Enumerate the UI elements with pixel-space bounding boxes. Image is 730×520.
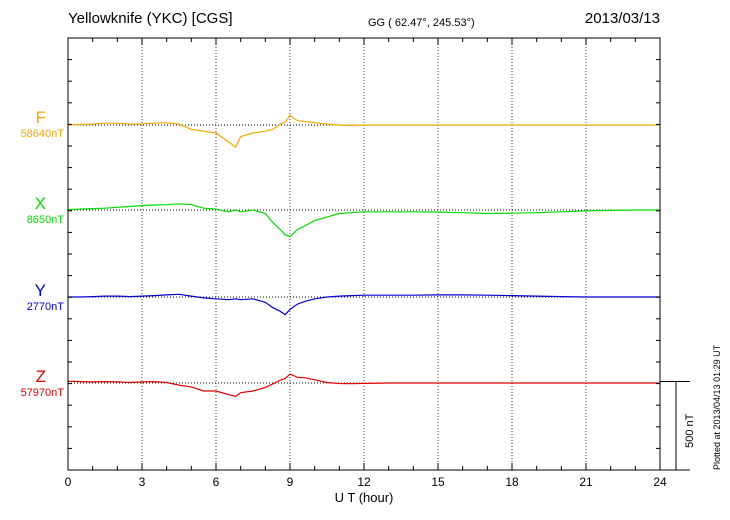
component-y-name: Y: [34, 281, 46, 300]
plotted-timestamp: Plotted at 2013/04/13 01:29 UT: [712, 344, 722, 470]
label-x: X 8650nT: [0, 194, 64, 226]
component-z-name: Z: [35, 367, 46, 386]
series-line-z: [67, 373, 660, 397]
geographic-coordinates: GG ( 62.47°, 245.53°): [368, 17, 475, 29]
series-line-f: [67, 114, 660, 149]
label-y: Y 2770nT: [0, 281, 64, 313]
component-y-baseline: 2770nT: [26, 301, 64, 313]
x-axis-label: U T (hour): [335, 490, 394, 505]
component-x-baseline: 8650nT: [26, 214, 64, 226]
component-f-baseline: 58640nT: [20, 128, 64, 140]
axis-ticks: 0 3 6 9 12 15 18 21 24: [65, 38, 667, 489]
scale-bar-label: 500 nT: [684, 413, 696, 448]
x-tick-label-6: 6: [213, 475, 220, 489]
grid-lines: [141, 38, 587, 470]
series-line-x: [67, 203, 660, 238]
scale-bar: 500 nT: [660, 381, 696, 471]
component-f-name: F: [35, 108, 46, 127]
station-title: Yellowknife (YKC) [CGS]: [68, 10, 233, 27]
date-title: 2013/03/13: [584, 10, 660, 27]
x-tick-label-0: 0: [65, 475, 72, 489]
component-z-baseline: 57970nT: [20, 387, 64, 399]
x-tick-label-18: 18: [505, 475, 519, 489]
x-tick-label-9: 9: [287, 475, 294, 489]
series-lines: [67, 114, 660, 397]
x-tick-label-24: 24: [653, 475, 667, 489]
series-line-y: [68, 293, 660, 316]
label-z: Z 57970nT: [0, 367, 64, 399]
x-tick-label-15: 15: [431, 475, 445, 489]
x-tick-label-3: 3: [139, 475, 146, 489]
x-tick-label-12: 12: [357, 475, 371, 489]
label-f: F 58640nT: [0, 108, 64, 140]
component-x-name: X: [34, 194, 46, 213]
x-tick-label-21: 21: [579, 475, 593, 489]
